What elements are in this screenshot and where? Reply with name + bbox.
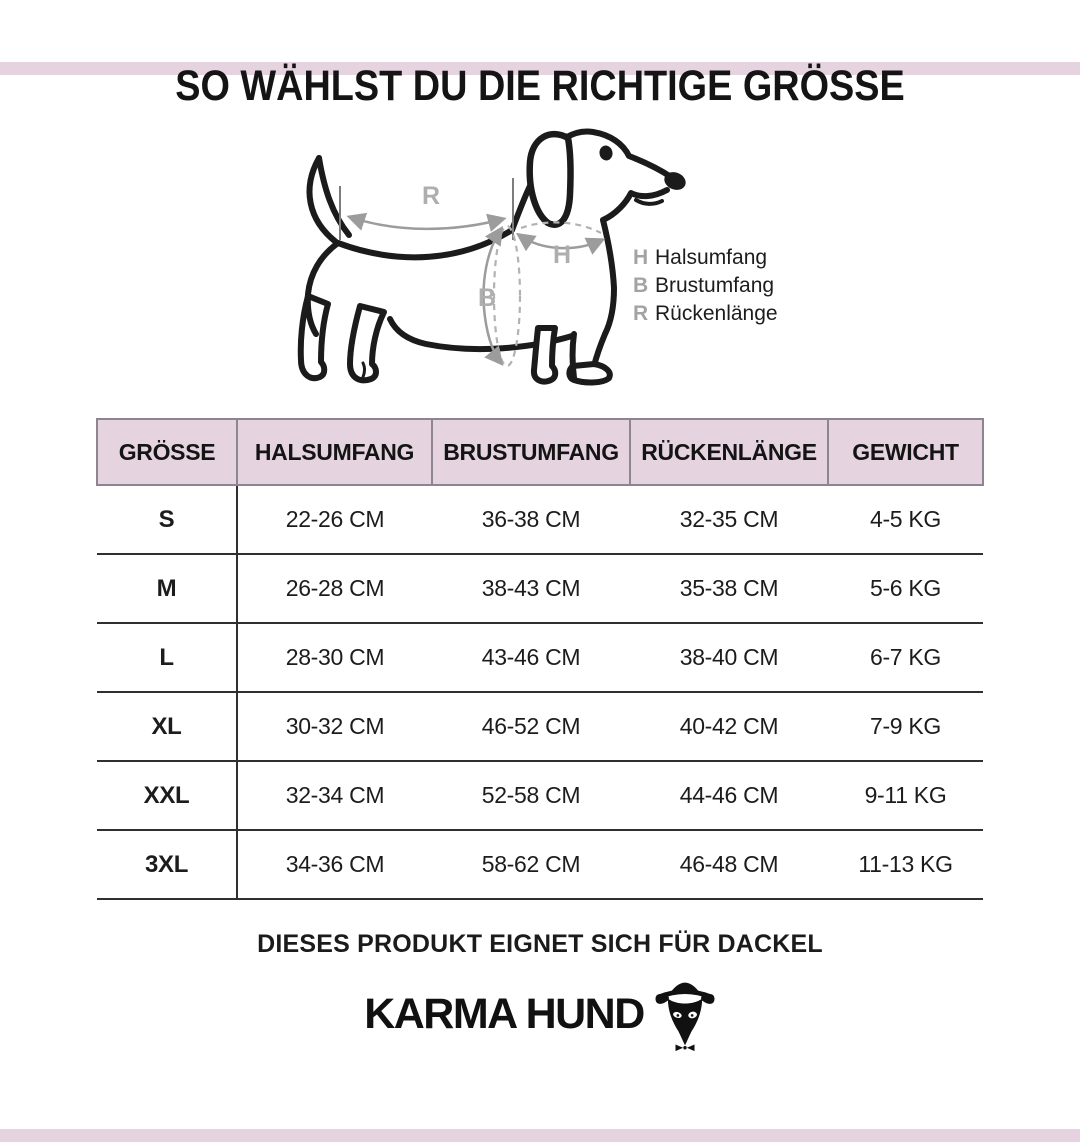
left-ear [655, 993, 669, 1004]
legend-item-brustumfang: B Brustumfang [633, 274, 775, 297]
right-ear [700, 993, 715, 1004]
legend-item-halsumfang: H Halsumfang [633, 246, 768, 269]
size-table-header-row: GRÖSSE HALSUMFANG BRUSTUMFANG RÜCKENLÄNG… [96, 418, 984, 486]
neck-cell: 28-30 CM [237, 622, 432, 692]
top-border-strip [0, 62, 1080, 75]
back-length-arrow [346, 212, 507, 232]
col-brustumfang: BRUSTUMFANG [431, 418, 631, 486]
table-row: S 22-26 CM 36-38 CM 32-35 CM 4-5 KG [97, 485, 983, 554]
size-table: GRÖSSE HALSUMFANG BRUSTUMFANG RÜCKENLÄNG… [96, 418, 984, 900]
chest-cell: 52-58 CM [432, 760, 630, 830]
label-b: B [478, 284, 496, 312]
label-h: H [553, 241, 571, 269]
bow-tie [675, 1044, 683, 1052]
table-row: M 26-28 CM 38-43 CM 35-38 CM 5-6 KG [97, 553, 983, 623]
neck-cell: 34-36 CM [237, 829, 432, 900]
legend-item-rueckenlaenge: R Rückenlänge [633, 302, 778, 325]
chest-girth-arrow [482, 225, 504, 366]
dog-back [335, 227, 515, 261]
table-row: XL 30-32 CM 46-52 CM 40-42 CM 7-9 KG [97, 691, 983, 761]
neck-cell: 22-26 CM [285, 506, 385, 532]
neck-cell: 30-32 CM [237, 691, 432, 761]
weight-cell: 11-13 KG [828, 829, 983, 900]
dachshund-illustration: R H B [297, 128, 686, 386]
dog-eye [599, 145, 613, 161]
back-cell: 44-46 CM [630, 760, 828, 830]
back-cell: 35-38 CM [630, 553, 828, 623]
measurement-diagram: R H B H Halsumfang B Brustumfang R Rückenlä… [250, 116, 830, 414]
dog-ear [526, 130, 574, 228]
size-cell: XL [97, 691, 238, 761]
chest-cell: 43-46 CM [432, 622, 630, 692]
weight-cell: 7-9 KG [828, 691, 983, 761]
col-gewicht: GEWICHT [827, 418, 984, 486]
neck-cell: 32-34 CM [237, 760, 432, 830]
dog-nose [664, 172, 686, 190]
back-cell: 46-48 CM [630, 829, 828, 900]
table-row: 3XL 34-36 CM 58-62 CM 46-48 CM 11-13 KG [97, 829, 983, 900]
neck-girth-arrow [515, 232, 606, 255]
col-groesse: GRÖSSE [96, 418, 238, 486]
size-cell: M [97, 553, 238, 623]
chest-cell: 58-62 CM [432, 829, 630, 900]
bottom-border-strip [0, 1129, 1080, 1142]
brand-logo: KARMA HUND [0, 975, 1080, 1053]
size-cell: L [97, 622, 238, 692]
chest-cell: 46-52 CM [432, 691, 630, 761]
chest-cell: 36-38 CM [481, 506, 581, 532]
suitability-note: DIESES PRODUKT EIGNET SICH FÜR DACKEL [257, 930, 823, 958]
size-cell: XXL [97, 760, 238, 830]
karma-hund-dog-icon [655, 982, 715, 1052]
dog-tail [306, 155, 339, 245]
back-cell: 38-40 CM [630, 622, 828, 692]
back-cell: 32-35 CM [679, 506, 779, 532]
label-r: R [422, 182, 440, 210]
size-guide-infographic: SO WÄHLST DU DIE RICHTIGE GRÖSSE [0, 62, 1080, 1053]
back-cell: 40-42 CM [630, 691, 828, 761]
neck-cell: 26-28 CM [237, 553, 432, 623]
weight-cell: 6-7 KG [828, 622, 983, 692]
dog-haunch [304, 240, 341, 337]
weight-cell: 4-5 KG [869, 506, 942, 532]
brand-name: KARMA HUND [364, 989, 645, 1038]
dog-face [667, 998, 702, 1046]
chest-cell: 38-43 CM [432, 553, 630, 623]
measurement-legend: H Halsumfang B Brustumfang R Rückenlänge [633, 244, 778, 328]
col-rueckenlaenge: RÜCKENLÄNGE [629, 418, 829, 486]
dog-outline [297, 128, 674, 386]
weight-cell: 5-6 KG [828, 553, 983, 623]
col-halsumfang: HALSUMFANG [236, 418, 433, 486]
table-row: XXL 32-34 CM 52-58 CM 44-46 CM 9-11 KG [97, 760, 983, 830]
table-row: L 28-30 CM 43-46 CM 38-40 CM 6-7 KG [97, 622, 983, 692]
weight-cell: 9-11 KG [828, 760, 983, 830]
size-cell: S [97, 485, 238, 554]
measurement-overlays: R H B [339, 178, 606, 368]
page-title: SO WÄHLST DU DIE RICHTIGE GRÖSSE [175, 62, 905, 110]
size-cell: 3XL [97, 829, 238, 900]
